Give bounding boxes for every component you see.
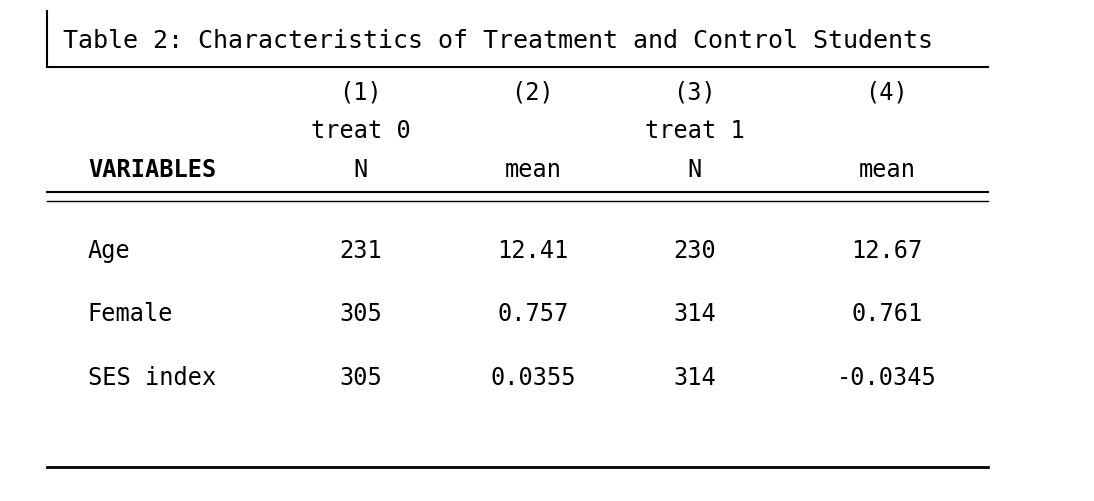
Text: 314: 314 (673, 302, 717, 326)
Text: SES index: SES index (88, 365, 217, 389)
Text: -0.0345: -0.0345 (837, 365, 936, 389)
Text: N: N (353, 158, 368, 182)
Text: N: N (687, 158, 701, 182)
Text: treat 0: treat 0 (311, 119, 410, 143)
Text: 305: 305 (339, 365, 382, 389)
Text: 0.0355: 0.0355 (490, 365, 575, 389)
Text: (1): (1) (339, 80, 382, 104)
Text: mean: mean (859, 158, 916, 182)
Text: Age: Age (88, 238, 130, 263)
Text: 230: 230 (673, 238, 717, 263)
Text: 314: 314 (673, 365, 717, 389)
Text: 0.757: 0.757 (497, 302, 569, 326)
Text: 231: 231 (339, 238, 382, 263)
Text: VARIABLES: VARIABLES (88, 158, 217, 182)
Text: 0.761: 0.761 (851, 302, 922, 326)
Text: (2): (2) (512, 80, 555, 104)
Text: mean: mean (504, 158, 561, 182)
Text: 12.67: 12.67 (851, 238, 922, 263)
Text: 305: 305 (339, 302, 382, 326)
Text: (3): (3) (673, 80, 717, 104)
Text: (4): (4) (865, 80, 908, 104)
Text: treat 1: treat 1 (644, 119, 745, 143)
Text: 12.41: 12.41 (497, 238, 569, 263)
Text: Female: Female (88, 302, 173, 326)
Text: Table 2: Characteristics of Treatment and Control Students: Table 2: Characteristics of Treatment an… (62, 29, 932, 53)
